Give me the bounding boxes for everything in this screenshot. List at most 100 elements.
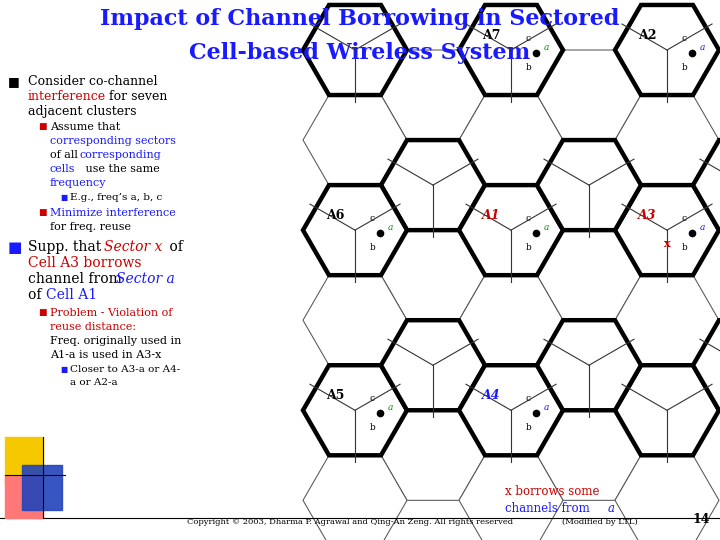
Polygon shape bbox=[615, 185, 719, 275]
Text: b: b bbox=[526, 423, 531, 432]
Polygon shape bbox=[615, 365, 719, 455]
Text: b: b bbox=[526, 63, 531, 72]
Polygon shape bbox=[303, 185, 407, 275]
Polygon shape bbox=[537, 140, 641, 230]
Text: of all: of all bbox=[50, 150, 81, 160]
Polygon shape bbox=[459, 5, 563, 95]
Text: x borrows some: x borrows some bbox=[505, 485, 600, 498]
Text: c: c bbox=[682, 33, 687, 43]
Polygon shape bbox=[303, 365, 407, 455]
Text: ■: ■ bbox=[8, 240, 22, 255]
Text: cells: cells bbox=[50, 164, 76, 174]
Bar bbox=[5, 437, 43, 485]
Text: use the same: use the same bbox=[82, 164, 160, 174]
Polygon shape bbox=[615, 365, 719, 455]
Polygon shape bbox=[615, 5, 719, 95]
Bar bbox=[22, 465, 62, 510]
Text: corresponding: corresponding bbox=[80, 150, 162, 160]
Text: frequency: frequency bbox=[50, 178, 107, 188]
Polygon shape bbox=[459, 5, 563, 95]
Text: 14: 14 bbox=[693, 513, 710, 526]
Text: a or A2-a: a or A2-a bbox=[70, 378, 117, 387]
Text: E.g., freq’s a, b, c: E.g., freq’s a, b, c bbox=[70, 193, 162, 202]
Text: c: c bbox=[682, 214, 687, 222]
Polygon shape bbox=[537, 50, 641, 140]
Bar bbox=[5, 476, 43, 518]
Text: ■: ■ bbox=[38, 308, 47, 317]
Text: a: a bbox=[544, 403, 549, 412]
Text: A3: A3 bbox=[638, 209, 657, 222]
Polygon shape bbox=[381, 320, 485, 410]
Text: ■: ■ bbox=[38, 208, 47, 217]
Polygon shape bbox=[459, 185, 563, 275]
Text: Sector a: Sector a bbox=[116, 272, 175, 286]
Text: b: b bbox=[369, 243, 375, 252]
Text: a: a bbox=[544, 43, 549, 52]
Text: (Modified by LTL): (Modified by LTL) bbox=[562, 518, 638, 526]
Polygon shape bbox=[615, 5, 719, 95]
Text: a: a bbox=[544, 223, 549, 232]
Text: of: of bbox=[165, 240, 183, 254]
Polygon shape bbox=[303, 5, 407, 95]
Text: adjacent clusters: adjacent clusters bbox=[28, 105, 137, 118]
Text: for freq. reuse: for freq. reuse bbox=[50, 222, 131, 232]
Polygon shape bbox=[381, 320, 485, 410]
Text: A4: A4 bbox=[482, 389, 500, 402]
Polygon shape bbox=[459, 185, 563, 275]
Text: c: c bbox=[369, 214, 374, 222]
Text: Cell A1: Cell A1 bbox=[46, 288, 97, 302]
Polygon shape bbox=[303, 95, 407, 185]
Polygon shape bbox=[615, 275, 719, 365]
Text: corresponding sectors: corresponding sectors bbox=[50, 136, 176, 146]
Text: ■: ■ bbox=[60, 365, 67, 374]
Polygon shape bbox=[537, 140, 641, 230]
Text: A1-a is used in A3-x: A1-a is used in A3-x bbox=[50, 350, 161, 360]
Polygon shape bbox=[303, 5, 407, 95]
Polygon shape bbox=[615, 95, 719, 185]
Text: x: x bbox=[664, 238, 670, 248]
Text: A1: A1 bbox=[482, 209, 500, 222]
Text: b: b bbox=[369, 423, 375, 432]
Text: Closer to A3-a or A4-: Closer to A3-a or A4- bbox=[70, 365, 180, 374]
Text: c: c bbox=[526, 33, 531, 43]
Polygon shape bbox=[381, 50, 485, 140]
Text: ■: ■ bbox=[60, 193, 67, 202]
Text: Impact of Channel Borrowing in Sectored: Impact of Channel Borrowing in Sectored bbox=[100, 8, 620, 30]
Polygon shape bbox=[303, 185, 407, 275]
Text: b: b bbox=[526, 243, 531, 252]
Polygon shape bbox=[459, 365, 563, 455]
Polygon shape bbox=[459, 365, 563, 455]
Text: reuse distance:: reuse distance: bbox=[50, 322, 136, 332]
Text: channels from: channels from bbox=[505, 502, 593, 515]
Text: Copyright © 2003, Dharma P. Agrawal and Qing-An Zeng. All rights reserved: Copyright © 2003, Dharma P. Agrawal and … bbox=[187, 518, 513, 526]
Text: Freq. originally used in: Freq. originally used in bbox=[50, 336, 181, 346]
Polygon shape bbox=[693, 140, 720, 230]
Text: a: a bbox=[387, 403, 393, 412]
Text: of: of bbox=[28, 288, 46, 302]
Text: Cell A3 borrows: Cell A3 borrows bbox=[28, 256, 142, 270]
Polygon shape bbox=[303, 455, 407, 540]
Polygon shape bbox=[303, 365, 407, 455]
Text: Consider co-channel: Consider co-channel bbox=[28, 75, 158, 88]
Polygon shape bbox=[381, 140, 485, 230]
Polygon shape bbox=[459, 275, 563, 365]
Text: Assume that: Assume that bbox=[50, 122, 120, 132]
Text: for seven: for seven bbox=[105, 90, 167, 103]
Text: ■: ■ bbox=[38, 122, 47, 131]
Text: A2: A2 bbox=[638, 29, 657, 42]
Text: A5: A5 bbox=[326, 389, 344, 402]
Text: Problem - Violation of: Problem - Violation of bbox=[50, 308, 172, 318]
Polygon shape bbox=[615, 185, 719, 275]
Text: Sector x: Sector x bbox=[104, 240, 163, 254]
Text: Minimize interference: Minimize interference bbox=[50, 208, 176, 218]
Polygon shape bbox=[537, 320, 641, 410]
Text: channel from: channel from bbox=[28, 272, 126, 286]
Polygon shape bbox=[615, 455, 719, 540]
Text: a: a bbox=[608, 502, 615, 515]
Text: c: c bbox=[526, 214, 531, 222]
Text: Cell-based Wireless System: Cell-based Wireless System bbox=[189, 42, 531, 64]
Polygon shape bbox=[459, 95, 563, 185]
Text: a: a bbox=[387, 223, 393, 232]
Text: a: a bbox=[700, 43, 705, 52]
Text: Supp. that: Supp. that bbox=[28, 240, 106, 254]
